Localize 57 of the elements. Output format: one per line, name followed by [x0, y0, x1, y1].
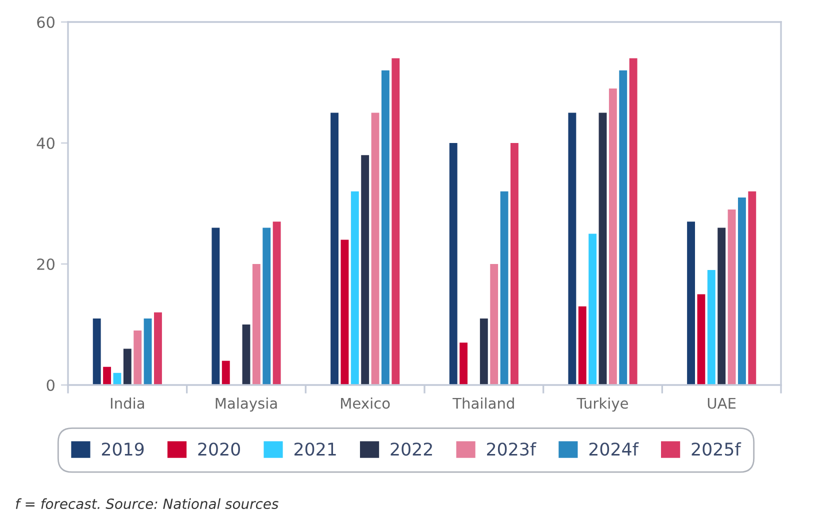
bar — [598, 112, 607, 385]
x-tick-label: Turkiye — [576, 398, 628, 412]
bar — [490, 264, 498, 385]
bar — [242, 324, 250, 385]
x-tick-label: UAE — [708, 398, 736, 409]
bar — [350, 191, 359, 385]
legend-label: 2022 — [390, 442, 432, 456]
bar — [568, 112, 576, 385]
bar — [371, 112, 380, 385]
y-tick-label: 60 — [37, 16, 54, 28]
bar — [340, 240, 349, 385]
legend-label: 2019 — [102, 442, 144, 456]
bar — [738, 197, 746, 385]
bar — [330, 112, 338, 385]
bar — [629, 58, 638, 385]
x-tick-label: Thailand — [452, 398, 514, 409]
legend-label: 2023f — [487, 442, 536, 456]
bar — [272, 222, 281, 385]
bar — [460, 342, 468, 385]
bar — [222, 360, 230, 385]
bar — [718, 228, 726, 385]
bar — [392, 58, 400, 385]
bar — [361, 155, 370, 385]
bar — [608, 88, 617, 385]
legend-label: 2020 — [198, 442, 240, 456]
bar — [252, 264, 260, 385]
legend-label: 2025f — [692, 442, 742, 456]
x-tick-label: Mexico — [341, 398, 390, 409]
bar — [262, 228, 271, 385]
bar — [449, 143, 458, 385]
bar — [500, 191, 508, 385]
y-tick-label: 40 — [36, 137, 54, 150]
bar — [134, 330, 142, 385]
legend-label: 2024f — [589, 442, 639, 456]
y-tick-label: 20 — [37, 258, 54, 270]
bar — [480, 318, 488, 385]
x-tick-label: Malaysia — [216, 398, 277, 412]
bar — [92, 318, 101, 385]
text: f = forecast. Source: National sources — [16, 498, 278, 510]
bar — [697, 294, 706, 385]
bar — [103, 366, 112, 385]
bar — [588, 234, 597, 385]
bar — [144, 318, 152, 385]
legend-label: 2021 — [294, 442, 336, 456]
y-tick-label: 0 — [46, 379, 54, 392]
bar — [619, 70, 628, 385]
bar — [510, 143, 518, 385]
bar — [154, 312, 162, 385]
bar — [212, 228, 220, 385]
bar — [728, 210, 736, 385]
x-tick-label: India — [110, 398, 144, 409]
bar — [687, 222, 695, 385]
bar — [381, 70, 390, 385]
bar — [123, 348, 132, 385]
bar — [748, 191, 756, 385]
bar — [707, 270, 716, 385]
bar — [578, 306, 586, 385]
